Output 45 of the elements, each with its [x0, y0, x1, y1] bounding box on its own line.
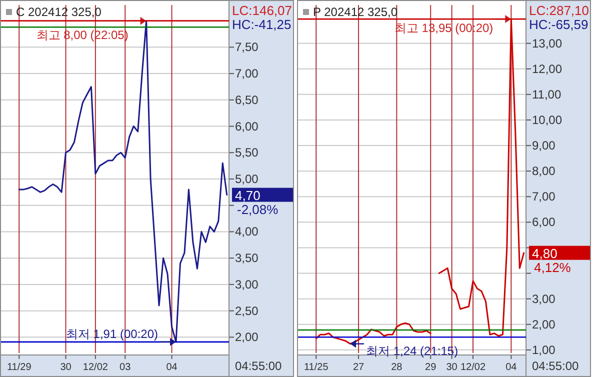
y-tick-label: 12,00	[532, 62, 562, 76]
annotation: 최저 1,24 (21:15)	[366, 344, 458, 358]
x-tick-label: 28	[391, 362, 403, 373]
y-tick-label: 2,50	[235, 304, 259, 318]
y-tick-label: 6,00	[532, 215, 556, 230]
text: 04:55:00	[235, 359, 282, 373]
text: LC:146,07	[232, 3, 292, 18]
text: HC:-65,59	[529, 17, 588, 32]
x-tick-label: 04	[166, 362, 178, 373]
y-tick-label: 8,00	[532, 164, 556, 178]
y-tick-label: 10,00	[532, 112, 562, 127]
text: 4,12%	[534, 260, 572, 275]
y-tick-label: 6,00	[235, 119, 259, 134]
x-tick-label: 11/29	[6, 362, 32, 373]
y-tick-label: 5,50	[235, 146, 259, 160]
text: -2,08%	[237, 202, 279, 217]
text: 4,80	[532, 246, 558, 261]
x-tick-label: 03	[120, 362, 132, 373]
text: 4,70	[235, 188, 260, 203]
y-tick-label: 7,00	[532, 190, 556, 204]
y-tick-label: 1,00	[532, 342, 556, 357]
y-tick-label: 7,50	[235, 40, 259, 54]
y-tick-label: 5,00	[235, 172, 259, 186]
y-tick-label: 4,00	[235, 224, 259, 239]
x-tick-label: 11/25	[304, 362, 329, 373]
text: LC:287,10	[529, 3, 589, 18]
x-tick-label: 29	[425, 362, 437, 373]
y-tick-label: 11,00	[532, 87, 562, 102]
x-tick-label: 30	[446, 362, 458, 373]
y-tick-label: 13,00	[532, 36, 562, 50]
text: 04:55:00	[532, 359, 580, 373]
y-tick-label: 6,50	[235, 92, 259, 107]
x-tick-label: 30	[60, 362, 72, 373]
y-tick-label: 2,00	[235, 330, 259, 344]
x-tick-label: 12/02	[82, 362, 108, 373]
y-tick-label: 2,00	[532, 317, 556, 332]
x-tick-label: 12/02	[460, 362, 486, 373]
y-tick-label: 9,00	[532, 138, 556, 153]
text: HC:-41,25	[232, 17, 292, 32]
x-tick-label: 04	[506, 362, 518, 373]
y-tick-label: 3,00	[235, 277, 259, 292]
y-tick-label: 3,50	[235, 251, 259, 266]
x-tick-label: 27	[352, 362, 365, 373]
y-tick-label: 3,00	[532, 292, 556, 306]
y-tick-label: 7,00	[235, 66, 259, 81]
